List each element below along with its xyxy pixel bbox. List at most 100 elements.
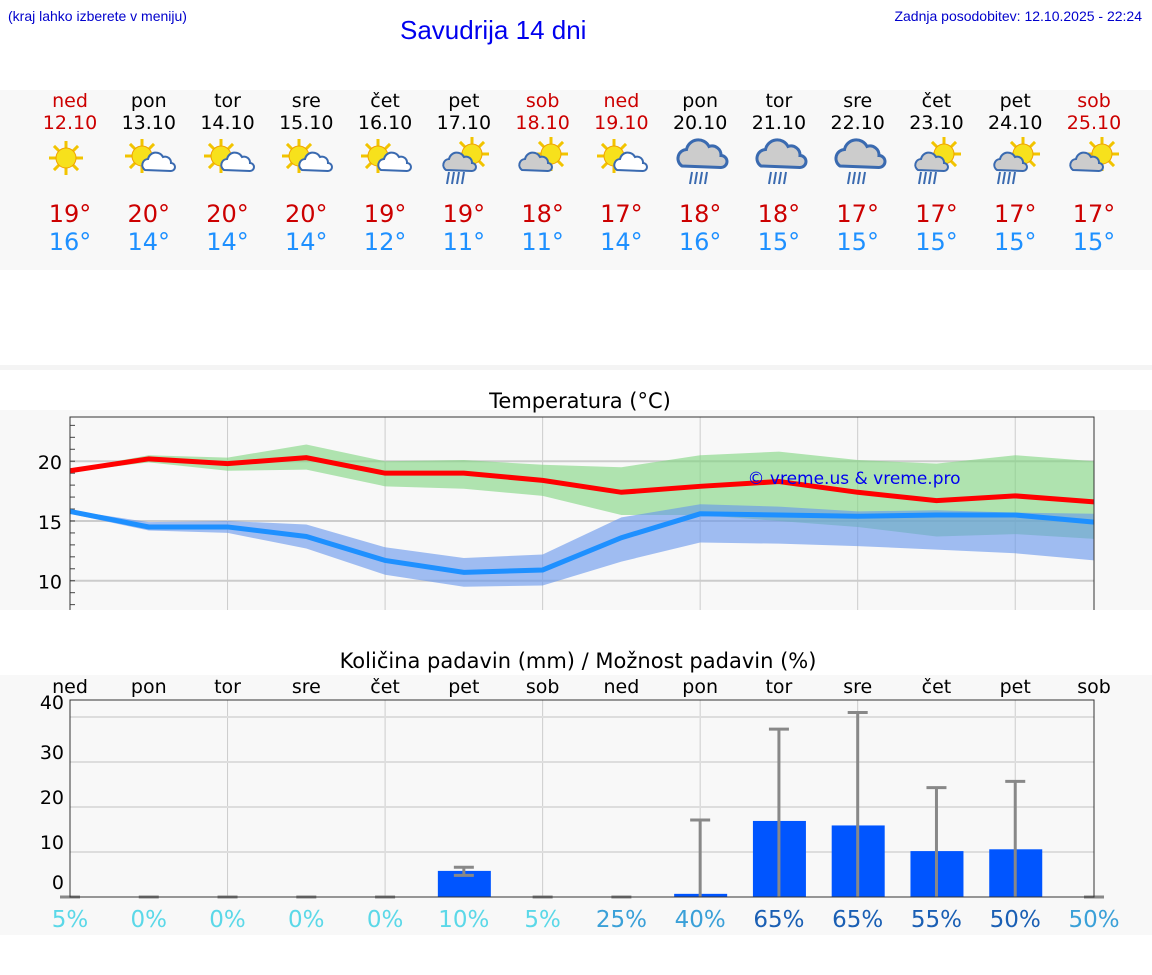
precip-probability: 5% xyxy=(52,907,89,933)
sun xyxy=(1006,137,1041,171)
day-name: tor xyxy=(765,90,793,112)
day-date: 24.10 xyxy=(988,112,1043,134)
cloud-rain-icon xyxy=(661,134,739,196)
temp-max: 17° xyxy=(993,200,1037,228)
last-updated: Zadnja posodobitev: 12.10.2025 - 22:24 xyxy=(894,8,1142,24)
day-date: 19.10 xyxy=(594,112,649,134)
precip-probability: 50% xyxy=(1068,907,1119,933)
day-name: pon xyxy=(682,90,719,112)
day-label: čet xyxy=(922,676,952,698)
chart-title: Količina padavin (mm) / Možnost padavin … xyxy=(340,649,817,673)
day-label: pet xyxy=(1000,676,1031,698)
sun-cloud-icon xyxy=(267,134,345,196)
sun-cloud-rain-icon xyxy=(976,134,1054,196)
sun-cloud-rain-icon xyxy=(897,134,975,196)
forecast-day: sre 15.10 20° 14° xyxy=(267,90,345,256)
sun-cloud-rain-icon xyxy=(425,134,503,196)
forecast-day: sob 25.10 17° 15° xyxy=(1055,90,1133,256)
plot-frame xyxy=(69,699,1095,898)
temp-max: 17° xyxy=(1072,200,1116,228)
temp-min: 15° xyxy=(836,228,879,256)
day-date: 20.10 xyxy=(672,112,728,134)
forecast-day: tor 14.10 20° 14° xyxy=(189,90,267,256)
max-temp-line xyxy=(69,455,1095,505)
day-name: čet xyxy=(370,90,400,112)
precip-probability: 65% xyxy=(832,907,883,933)
day-name: pon xyxy=(130,90,167,112)
forecast-day: sre 22.10 17° 15° xyxy=(819,90,897,256)
temp-min: 15° xyxy=(757,228,801,256)
sun xyxy=(49,141,83,175)
day-label: pon xyxy=(131,676,167,698)
temp-max: 17° xyxy=(836,200,879,228)
day-label: tor xyxy=(214,676,241,698)
y-tick-label: 30 xyxy=(40,742,64,764)
y-tick-label: 10 xyxy=(40,832,64,854)
forecast-day: sob 18.10 18° 11° xyxy=(504,90,582,256)
temp-min: 15° xyxy=(915,228,958,256)
day-label: pet xyxy=(448,676,479,698)
day-name: pet xyxy=(448,90,480,112)
day-date: 16.10 xyxy=(357,112,413,134)
temp-min: 14° xyxy=(285,228,328,256)
day-label: ned xyxy=(603,676,639,698)
day-name: čet xyxy=(921,90,952,112)
day-label: ned xyxy=(52,676,88,698)
day-date: 22.10 xyxy=(830,112,885,134)
precip-probability: 0% xyxy=(131,907,168,933)
forecast-day: pet 24.10 17° 15° xyxy=(976,90,1054,256)
forecast-day: čet 23.10 17° 15° xyxy=(897,90,975,256)
forecast-day: pon 20.10 18° 16° xyxy=(661,90,739,256)
day-label: sob xyxy=(526,676,560,698)
cloud-sun-icon xyxy=(1055,134,1133,196)
day-label: sre xyxy=(843,676,872,698)
divider xyxy=(0,365,1152,370)
temp-max: 17° xyxy=(600,200,643,228)
temp-min: 16° xyxy=(678,228,722,256)
precip-probability: 0% xyxy=(209,907,246,933)
day-date: 15.10 xyxy=(279,112,334,134)
y-tick-label: 10 xyxy=(38,572,62,594)
daily-forecast: ned 12.10 19° 16° pon 13.10 20° 14° tor 14… xyxy=(0,90,1152,270)
temp-max: 19° xyxy=(363,200,407,228)
temp-min: 14° xyxy=(206,228,249,256)
temp-max: 20° xyxy=(285,200,328,228)
cloud-rain-icon xyxy=(740,134,818,196)
temp-max: 20° xyxy=(127,200,171,228)
precip-probability: 0% xyxy=(367,907,404,933)
chart-background xyxy=(0,675,1152,935)
day-date: 12.10 xyxy=(42,112,98,134)
temp-min: 16° xyxy=(48,228,92,256)
precip-probability: 65% xyxy=(753,907,804,933)
precipitation-chart: Količina padavin (mm) / Možnost padavin … xyxy=(0,649,1152,935)
day-label: čet xyxy=(370,676,400,698)
y-tick-label: 40 xyxy=(40,692,64,714)
temp-max: 20° xyxy=(206,200,249,228)
sun-cloud-icon xyxy=(110,134,188,196)
day-date: 13.10 xyxy=(121,112,176,134)
temp-max: 18° xyxy=(678,200,722,228)
day-name: sob xyxy=(1077,90,1111,112)
temp-min: 14° xyxy=(127,228,171,256)
day-date: 14.10 xyxy=(200,112,255,134)
sun-cloud-icon xyxy=(346,134,424,196)
precip-probability: 50% xyxy=(990,907,1041,933)
precip-probability: 0% xyxy=(288,907,325,933)
precip-probability: 40% xyxy=(675,907,726,933)
day-name: sob xyxy=(525,90,560,112)
location-menu-hint: (kraj lahko izberete v meniju) xyxy=(8,8,187,24)
min-temp-range-band xyxy=(70,504,1095,587)
precip-probability: 10% xyxy=(438,907,489,933)
temp-max: 17° xyxy=(915,200,958,228)
y-tick-label: 15 xyxy=(38,512,62,534)
day-label: sre xyxy=(292,676,321,698)
temp-min: 14° xyxy=(600,228,643,256)
y-tick-label: 20 xyxy=(38,452,62,474)
precip-probability: 5% xyxy=(524,907,561,933)
temp-min: 12° xyxy=(363,228,407,256)
temp-min: 15° xyxy=(1072,228,1116,256)
day-label: tor xyxy=(765,676,792,698)
day-date: 17.10 xyxy=(436,112,492,134)
chart-title: Temperatura (°C) xyxy=(488,389,671,413)
watermark: © vreme.us & vreme.pro xyxy=(747,469,960,489)
